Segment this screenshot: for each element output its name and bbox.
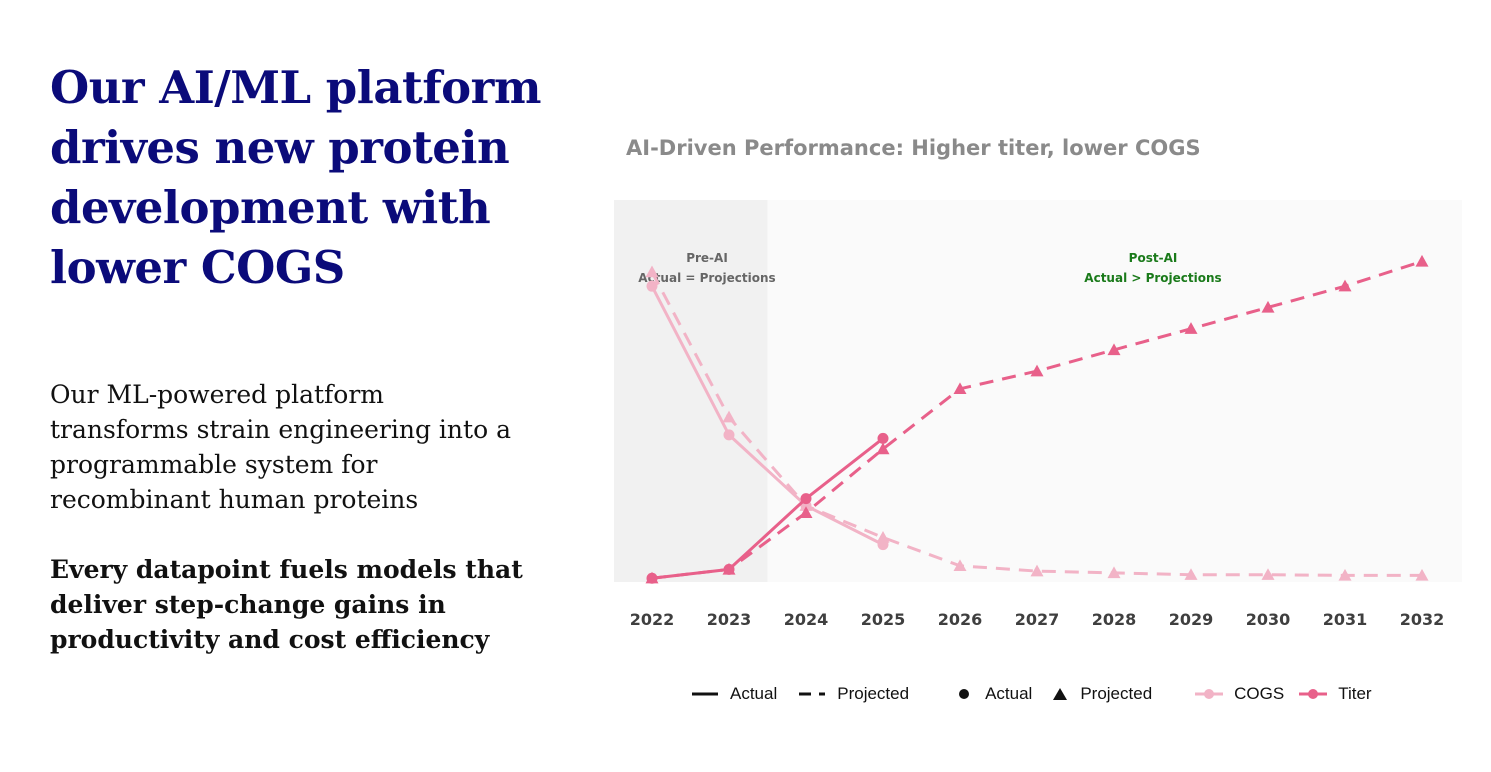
legend-item-titer: Titer [1298,684,1372,704]
data-point-cogs-projected [1107,566,1121,579]
legend-item-cogs: COGS [1194,684,1284,704]
data-point-titer-projected [799,506,813,518]
data-point-cogs-actual [877,539,889,551]
chart-title: AI-Driven Performance: Higher titer, low… [626,136,1201,160]
pre-ai-region [614,200,768,582]
legend-label: Projected [1080,684,1153,703]
data-point-cogs-actual [723,429,735,441]
data-point-cogs-projected [722,410,736,423]
annotation-post-ai: Actual > Projections [1084,271,1221,285]
annotation-pre-ai: Actual = Projections [638,271,775,285]
legend-label: Titer [1338,684,1372,703]
data-point-titer-projected [1107,343,1121,356]
x-tick-label: 2026 [938,610,983,629]
data-point-titer-projected [876,442,890,455]
body-highlight: Every datapoint fuels models that delive… [50,555,523,654]
data-point-cogs-projected [1261,568,1275,580]
data-point-titer-actual [877,432,889,444]
x-tick-label: 2024 [784,610,829,629]
chart-legend: Actual Projected Actual Projected COGS T… [690,684,1372,704]
data-point-cogs-projected [1030,564,1044,577]
x-tick-label: 2032 [1400,610,1445,629]
legend-label: Projected [837,684,910,703]
legend-label: Actual [730,684,778,703]
data-point-titer-projected [953,382,967,395]
data-point-titer-actual [646,572,658,584]
legend-item-projected-line: Projected [797,684,909,704]
legend-label: COGS [1234,684,1285,703]
data-point-titer-actual [723,563,735,575]
data-point-titer-projected [1184,322,1198,334]
circle-marker-icon [959,689,970,699]
data-point-titer-projected [1261,300,1275,313]
chart: 2022 2023 2024 2025 2026 2027 2028 2029 2030 2031… [614,200,1462,629]
data-point-cogs-actual [646,280,658,292]
x-tick-label: 2025 [861,610,906,629]
triangle-marker-icon [1053,688,1068,700]
data-point-titer-projected [1030,364,1044,377]
body-paragraph: Our ML-powered platform transforms strai… [50,380,511,514]
data-point-cogs-projected [953,559,967,572]
data-point-cogs-projected [1338,568,1352,581]
annotation-post-ai: Post-AI [1129,251,1178,265]
series-line-cogs-actual [650,285,884,546]
data-point-titer-actual [800,493,812,505]
x-tick-label: 2027 [1015,610,1060,629]
x-tick-label: 2030 [1246,610,1291,629]
x-tick-label: 2023 [707,610,752,629]
x-tick-label: 2022 [630,610,675,629]
legend-label: Actual [985,684,1033,703]
data-point-cogs-projected [1184,568,1198,580]
x-tick-label: 2031 [1323,610,1368,629]
data-point-titer-projected [1338,279,1352,292]
series-line-cogs-projected [650,271,1422,577]
page-title: Our AI/ML platform drives new protein de… [50,61,542,294]
data-point-cogs-projected [1415,568,1429,581]
data-point-cogs-projected [645,265,659,278]
x-tick-label: 2028 [1092,610,1137,629]
legend-item-actual-line: Actual [690,684,777,704]
legend-item-projected-marker: Projected [1052,684,1152,704]
data-point-cogs-projected [876,531,890,543]
annotation-pre-ai: Pre-AI [686,251,728,265]
legend-item-actual-marker: Actual [957,684,1032,704]
data-point-titer-projected [1415,254,1429,267]
x-tick-label: 2029 [1169,610,1214,629]
series-line-titer-actual [651,437,884,580]
